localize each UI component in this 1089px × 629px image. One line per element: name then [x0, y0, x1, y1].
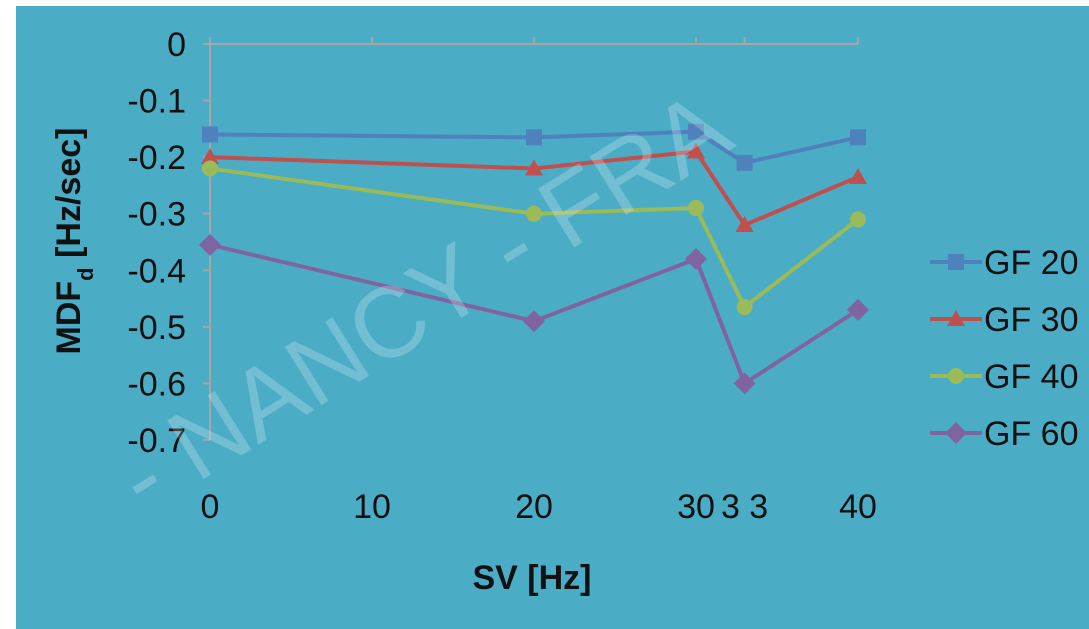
data-point-gf-20 — [736, 154, 753, 171]
legend-marker-gf-30 — [947, 310, 965, 326]
line-chart: 0 -0.1 -0.2 -0.3 -0.4 -0.5 -0.6 -0.7 0 10 20 30 3 3… — [50, 26, 1078, 597]
y-tick-label: -0.3 — [127, 196, 186, 234]
data-point-gf-40 — [526, 205, 542, 222]
x-axis-title: SV [Hz] — [473, 559, 592, 597]
legend: GF 20 GF 30 GF 40 GF 60 — [930, 244, 1078, 453]
x-tick-label: 40 — [839, 488, 877, 526]
y-tick-label: -0.4 — [127, 252, 186, 290]
data-point-gf-60 — [199, 233, 221, 256]
data-point-gf-40 — [202, 160, 218, 177]
x-tick-label: 20 — [515, 488, 553, 526]
data-point-gf-30 — [201, 148, 219, 165]
watermark-text: - NANCY - FRA — [97, 69, 749, 534]
legend-label-gf-30: GF 30 — [984, 301, 1078, 339]
data-point-gf-40 — [688, 200, 704, 217]
data-point-gf-60 — [733, 372, 756, 395]
legend-marker-gf-20 — [948, 254, 964, 270]
y-tick-label: -0.7 — [127, 422, 186, 460]
y-axis-title-subscript: d — [73, 267, 98, 280]
data-point-gf-20 — [526, 129, 542, 146]
data-point-gf-20 — [202, 126, 218, 143]
y-tick-label: -0.6 — [127, 365, 186, 403]
x-tick-label: 30 — [677, 488, 715, 526]
y-tick-labels: 0 -0.1 -0.2 -0.3 -0.4 -0.5 -0.6 -0.7 — [127, 26, 186, 460]
data-point-gf-60 — [847, 298, 869, 321]
y-tick-label: 0 — [167, 26, 186, 64]
data-point-gf-20 — [850, 129, 866, 146]
y-tick-label: -0.1 — [127, 83, 186, 121]
chart-panel: 0 -0.1 -0.2 -0.3 -0.4 -0.5 -0.6 -0.7 0 10 20 30 3 3… — [16, 6, 1089, 629]
x-tick-label: 3 3 — [721, 488, 768, 526]
data-point-gf-30 — [849, 167, 867, 184]
y-tick-label: -0.5 — [127, 309, 186, 347]
plot-area — [199, 37, 869, 441]
data-point-gf-30 — [735, 216, 754, 233]
data-point-gf-40 — [850, 211, 866, 228]
legend-label-gf-40: GF 40 — [984, 358, 1078, 396]
y-axis-title-unit: [Hz/sec] — [50, 128, 88, 268]
data-point-gf-60 — [685, 247, 707, 270]
legend-label-gf-60: GF 60 — [984, 415, 1078, 453]
data-point-gf-30 — [525, 159, 543, 176]
y-axis-title-main: MDF — [50, 281, 88, 355]
data-point-gf-40 — [736, 299, 753, 316]
legend-marker-gf-60 — [945, 422, 967, 444]
y-tick-label: -0.2 — [127, 139, 186, 177]
y-axis-title: MDFd [Hz/sec] — [50, 128, 98, 355]
legend-label-gf-20: GF 20 — [984, 244, 1078, 282]
data-point-gf-60 — [523, 310, 545, 333]
x-tick-label: 10 — [353, 488, 391, 526]
x-tick-label: 0 — [201, 488, 220, 526]
data-point-gf-20 — [688, 123, 704, 140]
data-point-gf-30 — [687, 142, 705, 159]
x-tick-labels: 0 10 20 30 3 3 40 — [201, 488, 877, 526]
legend-marker-gf-40 — [948, 368, 964, 384]
